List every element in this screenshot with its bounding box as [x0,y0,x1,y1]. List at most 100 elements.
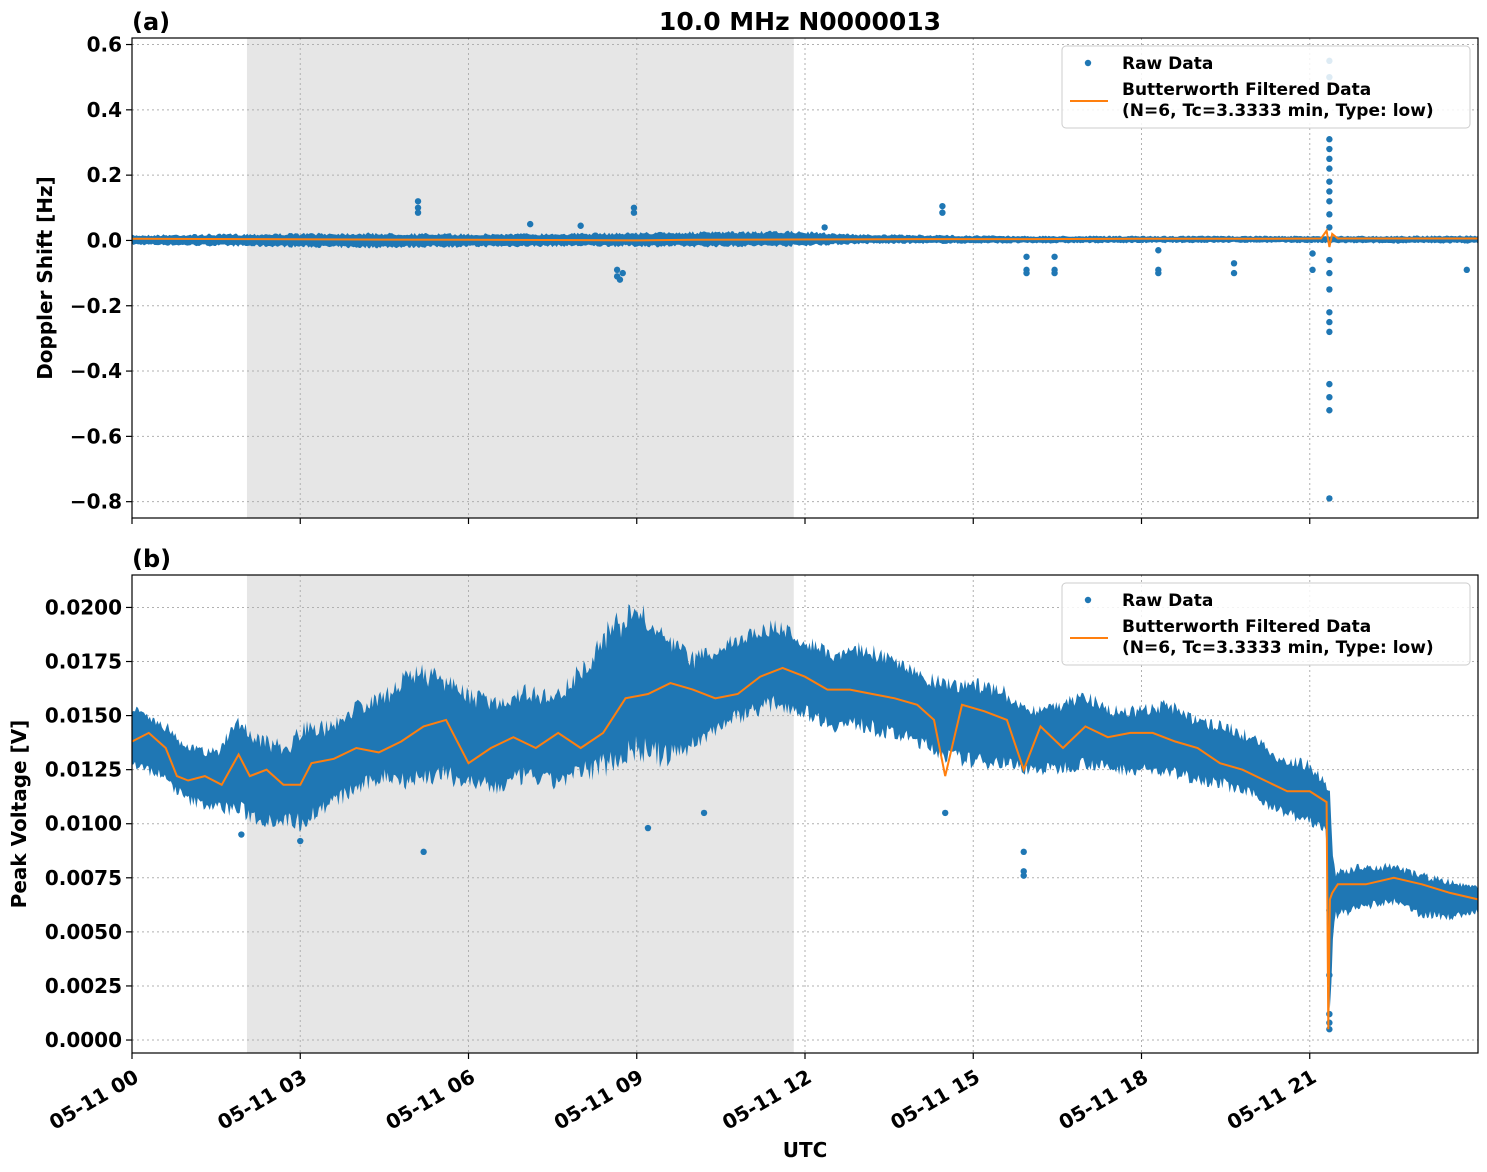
raw-data-point [700,809,708,817]
raw-data-point [1326,269,1333,277]
raw-data-point [414,198,422,205]
legend-raw-marker [1084,59,1092,67]
raw-data-point [1326,309,1333,316]
raw-data-point [1326,495,1333,502]
raw-data-point [1326,286,1333,293]
raw-data-point [238,831,245,838]
raw-data-point [1155,247,1162,254]
x-axis-tick-labels: 05-11 00 05-11 03 05-11 06 05-11 09 05-11 12… [45,1064,1320,1134]
figure-title: 10.0 MHz N0000013 [659,7,941,36]
raw-data-point [526,220,534,228]
legend-raw-marker [1084,596,1092,604]
x-tick-label: 05-11 03 [213,1064,311,1134]
legend-filtered-label-line1: Butterworth Filtered Data [1122,617,1371,637]
raw-data-point [630,209,638,216]
raw-data-point [1326,318,1333,326]
raw-data-point [297,837,304,845]
raw-data-point [1463,266,1470,274]
panel-a: 0.6 0.4 0.2 0.0 −0.2 −0.4 −0.6 −0.8 (a) Doppler… [33,8,1479,524]
raw-data-point [821,224,828,231]
panel-b-y-ticks: 0.0200 0.0175 0.0150 0.0125 0.0100 0.0075 0.00… [45,595,132,1052]
raw-data-point [1326,136,1333,143]
raw-data-point [1326,188,1333,195]
panel-b-y-axis-label: Peak Voltage [V] [7,720,31,909]
raw-data-point [1023,253,1030,260]
y-tick-label: −0.8 [70,490,122,514]
raw-data-point [1326,256,1333,264]
x-tick-label: 05-11 09 [550,1064,648,1134]
y-tick-label: −0.6 [70,424,122,448]
x-tick-label: 05-11 06 [381,1064,479,1134]
y-tick-label: 0.6 [87,33,122,57]
raw-data-point [414,209,422,216]
raw-data-point [1230,260,1238,267]
panel-b-x-ticks [131,1053,1311,1059]
raw-data-point [1326,211,1333,218]
raw-data-point [613,266,621,274]
raw-data-point [630,204,638,211]
raw-data-point [1326,328,1333,336]
x-tick-label: 05-11 15 [886,1064,984,1134]
raw-data-point [1326,393,1333,401]
raw-data-point [414,204,422,211]
raw-data-point [1309,250,1316,257]
y-tick-label: 0.0075 [45,866,122,890]
panel-a-label: (a) [132,8,170,36]
raw-data-point [1326,1026,1333,1033]
raw-data-point [939,202,946,210]
x-tick-label: 05-11 21 [1223,1064,1321,1134]
raw-data-point [577,222,584,229]
y-tick-label: 0.0050 [45,920,122,944]
raw-data-point [1326,145,1333,153]
y-tick-label: 0.0025 [45,974,122,998]
y-tick-label: 0.0175 [45,650,122,674]
y-tick-label: 0.0100 [45,812,122,836]
raw-data-point [1023,269,1030,277]
y-tick-label: 0.0150 [45,704,122,728]
legend-box [1061,582,1471,666]
raw-data-point [1155,269,1162,277]
raw-data-point [616,276,624,283]
legend-filtered-label-line2: (N=6, Tc=3.3333 min, Type: low) [1122,638,1434,658]
raw-data-point [942,809,949,817]
raw-data-point [1051,253,1058,260]
raw-data-point [1309,266,1316,274]
panel-b: 0.0200 0.0175 0.0150 0.0125 0.0100 0.0075 0.00… [7,545,1479,1059]
raw-data-point [1326,178,1333,185]
legend-raw-label: Raw Data [1122,54,1213,74]
y-tick-label: 0.2 [87,163,122,187]
x-axis-label: UTC [783,1138,828,1162]
raw-data-point [1326,165,1333,172]
raw-data-point [1326,198,1333,205]
y-tick-label: 0.0200 [45,595,122,619]
x-tick-label: 05-11 12 [718,1064,816,1134]
y-tick-label: −0.2 [70,294,122,318]
panel-b-raw-data-band [132,604,1478,1009]
panel-a-x-ticks [131,518,1311,524]
panel-b-label: (b) [132,545,171,573]
y-tick-label: −0.4 [70,359,122,383]
raw-data-point [1230,269,1238,277]
panel-b-filtered-line [131,666,1479,1030]
legend-filtered-label-line1: Butterworth Filtered Data [1122,80,1371,100]
raw-data-point [644,824,652,832]
panel-a-legend: Raw Data Butterworth Filtered Data (N=6,… [1061,45,1471,129]
raw-data-point [420,848,427,856]
panel-a-filtered-line [131,228,1478,248]
legend-filtered-label-line2: (N=6, Tc=3.3333 min, Type: low) [1122,101,1434,121]
raw-data-point [619,269,626,277]
legend-raw-label: Raw Data [1122,591,1213,611]
raw-data-point [1326,380,1333,388]
raw-data-point [1020,848,1027,856]
y-tick-label: 0.0000 [45,1028,122,1052]
y-tick-label: 0.0 [87,228,122,252]
raw-data-point [1326,155,1333,163]
panel-b-legend: Raw Data Butterworth Filtered Data (N=6,… [1061,582,1471,666]
raw-data-point [1020,872,1027,879]
x-tick-label: 05-11 18 [1054,1064,1152,1134]
panel-a-y-axis-label: Doppler Shift [Hz] [33,176,57,380]
y-tick-label: 0.4 [87,98,122,122]
legend-box [1061,45,1471,129]
raw-data-point [1051,269,1058,277]
